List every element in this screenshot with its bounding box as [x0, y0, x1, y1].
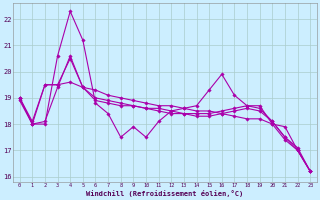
X-axis label: Windchill (Refroidissement éolien,°C): Windchill (Refroidissement éolien,°C) — [86, 190, 244, 197]
